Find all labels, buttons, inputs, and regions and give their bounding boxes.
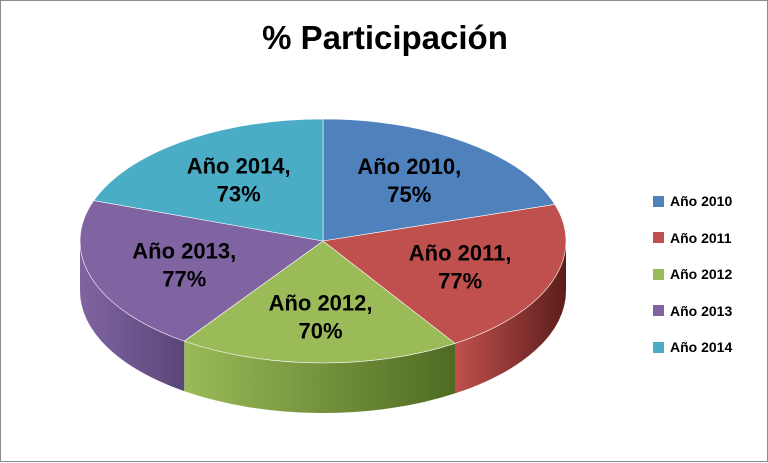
data-label-value: 70% (299, 319, 343, 344)
legend-label: Año 2011 (670, 229, 732, 246)
legend-label: Año 2013 (670, 302, 733, 319)
data-label-category: Año 2014, (187, 153, 291, 178)
data-label-category: Año 2012, (269, 291, 373, 316)
legend-swatch (653, 268, 664, 280)
legend-item: Año 2011 (653, 220, 732, 257)
legend-swatch (653, 195, 664, 207)
pie-slice (79, 200, 324, 342)
pie-slice-side (455, 241, 566, 394)
data-label-category: Año 2013, (132, 238, 236, 263)
data-label-value: 75% (387, 182, 431, 207)
chart-title: % Participación (262, 19, 508, 56)
pie-slice (93, 118, 324, 242)
data-label-category: Año 2010, (357, 154, 461, 179)
data-label-category: Año 2011, (409, 241, 512, 266)
legend-item: Año 2010 (653, 183, 732, 220)
legend-label: Año 2010 (670, 193, 733, 210)
legend-item: Año 2013 (653, 293, 732, 330)
legend-swatch (653, 305, 664, 317)
pie-slice-side (80, 241, 185, 392)
legend-item: Año 2012 (653, 256, 732, 293)
data-label-value: 77% (162, 266, 206, 291)
legend: Año 2010 Año 2011 Año 2012 Año 2013 Año 2014 (653, 183, 732, 366)
legend-swatch (653, 232, 664, 244)
data-label-value: 73% (217, 181, 261, 206)
pie-slice (322, 204, 567, 344)
data-label-value: 77% (438, 269, 482, 294)
pie-slice (183, 240, 456, 364)
pie-slice (322, 118, 556, 242)
legend-label: Año 2014 (670, 339, 733, 356)
legend-swatch (653, 341, 664, 353)
legend-label: Año 2012 (670, 266, 733, 283)
pie-slice-side (184, 341, 456, 413)
legend-item: Año 2014 (653, 329, 732, 366)
